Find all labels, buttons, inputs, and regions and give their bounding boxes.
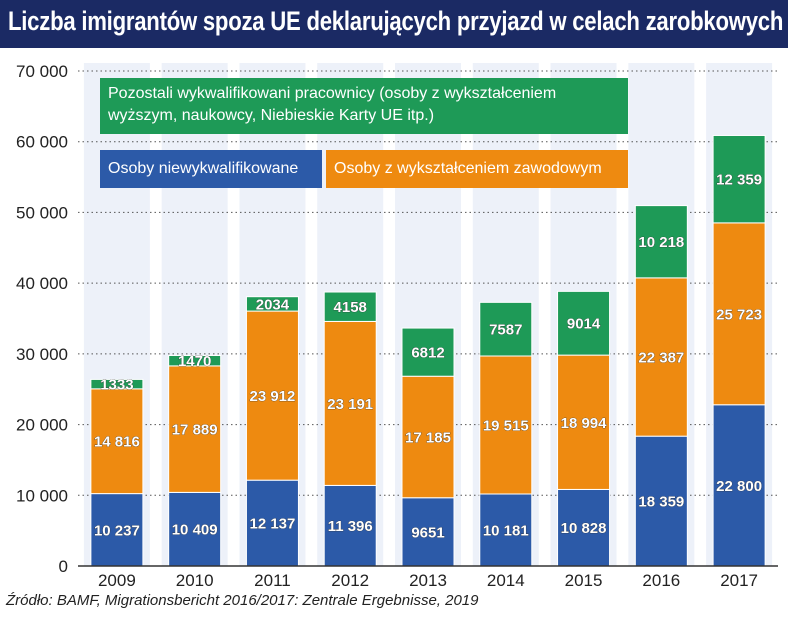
legend-skilled-line1: Pozostali wykwalifikowani pracownicy (os… xyxy=(108,85,557,102)
bar-segment-skilled xyxy=(634,205,688,279)
data-label: 2034 xyxy=(256,296,290,313)
data-label: 25 723 xyxy=(716,306,762,323)
title-bar: Liczba imigrantów spoza UE deklarujących… xyxy=(0,0,788,48)
chart-title: Liczba imigrantów spoza UE deklarujących… xyxy=(8,6,784,36)
x-tick-label: 2015 xyxy=(565,571,603,590)
data-label: 11 396 xyxy=(328,518,373,535)
bar-segment-skilled xyxy=(401,327,455,377)
data-label: 6812 xyxy=(411,345,444,362)
bar-segment-unskilled xyxy=(168,491,222,567)
data-label: 7587 xyxy=(489,322,522,339)
bar-segment-skilled xyxy=(323,291,377,322)
x-tick-label: 2009 xyxy=(98,571,136,590)
data-label: 18 359 xyxy=(638,494,684,511)
y-tick-label: 20 000 xyxy=(16,416,68,435)
data-label: 4158 xyxy=(334,299,367,316)
legend-skilled-line2: wyższym, naukowcy, Niebieskie Karty UE i… xyxy=(108,107,435,124)
bar-segment-vocational xyxy=(245,310,299,481)
bar-segment-vocational xyxy=(90,388,144,495)
data-label: 23 191 xyxy=(327,396,373,413)
x-tick-label: 2010 xyxy=(176,571,214,590)
y-tick-label: 40 000 xyxy=(16,274,68,293)
data-label: 17 889 xyxy=(172,422,218,439)
data-label: 10 237 xyxy=(94,522,140,539)
bar-segment-unskilled xyxy=(712,404,766,567)
data-label: 22 800 xyxy=(716,478,762,495)
y-tick-label: 30 000 xyxy=(16,345,68,364)
x-tick-label: 2014 xyxy=(487,571,525,590)
bar-segment-unskilled xyxy=(634,435,688,567)
data-label: 9014 xyxy=(567,316,601,333)
bar-segment-skilled xyxy=(90,378,144,390)
legend-skilled: Pozostali wykwalifikowani pracownicy (os… xyxy=(100,78,628,134)
data-label: 10 828 xyxy=(561,520,607,537)
bar-segment-skilled xyxy=(712,134,766,224)
bar-segment-vocational xyxy=(323,320,377,486)
bar-segment-unskilled xyxy=(479,493,533,567)
data-label: 10 409 xyxy=(172,522,218,539)
bar-segment-vocational xyxy=(557,354,611,490)
bar-segment-skilled xyxy=(479,301,533,357)
x-tick-label: 2017 xyxy=(720,571,758,590)
data-label: 1333 xyxy=(100,377,133,394)
data-label: 12 359 xyxy=(716,172,762,189)
x-tick-label: 2012 xyxy=(331,571,369,590)
legend-vocational: Osoby z wykształceniem zawodowym xyxy=(326,150,628,188)
data-label: 10 181 xyxy=(483,523,529,540)
stacked-bar-chart: 10 237 14 816 1333 10 409 17 889 1470 12 137 23… xyxy=(16,62,778,590)
data-label: 22 387 xyxy=(638,350,684,367)
y-tick-label: 10 000 xyxy=(16,486,68,505)
y-tick-label: 0 xyxy=(59,557,68,576)
axis-layer: 0 10 000 20 000 30 000 40 000 50 000 60 000 70 … xyxy=(16,62,778,590)
labels-layer: 10 237 14 816 1333 10 409 17 889 1470 12 137 23… xyxy=(94,171,763,541)
data-label: 17 185 xyxy=(405,429,451,446)
bar-segment-vocational xyxy=(401,375,455,499)
bar-segment-unskilled xyxy=(401,497,455,567)
data-label: 23 912 xyxy=(249,388,295,405)
data-label: 1470 xyxy=(178,353,211,370)
data-label: 19 515 xyxy=(483,418,529,435)
bar-segment-vocational xyxy=(168,365,222,493)
data-label: 9651 xyxy=(411,524,444,541)
x-tick-label: 2011 xyxy=(254,571,291,590)
bar-segment-skilled xyxy=(557,290,611,356)
bar-segment-unskilled xyxy=(90,493,144,567)
bars-layer xyxy=(90,134,766,567)
x-tick-label: 2016 xyxy=(642,571,680,590)
y-tick-label: 50 000 xyxy=(16,203,68,222)
bar-segment-skilled xyxy=(168,354,222,367)
bar-segment-unskilled xyxy=(323,484,377,567)
data-label: 12 137 xyxy=(249,516,295,533)
data-label: 18 994 xyxy=(561,415,608,432)
x-tick-label: 2013 xyxy=(409,571,447,590)
bar-segment-skilled xyxy=(245,296,299,312)
bar-segment-unskilled xyxy=(245,479,299,567)
source-note: Źródło: BAMF, Migrationsbericht 2016/201… xyxy=(6,592,479,609)
legend-unskilled: Osoby niewykwalifikowane xyxy=(100,150,322,188)
data-label: 10 218 xyxy=(638,234,684,251)
data-label: 14 816 xyxy=(94,434,140,451)
y-tick-label: 60 000 xyxy=(16,133,68,152)
y-tick-label: 70 000 xyxy=(16,62,68,81)
